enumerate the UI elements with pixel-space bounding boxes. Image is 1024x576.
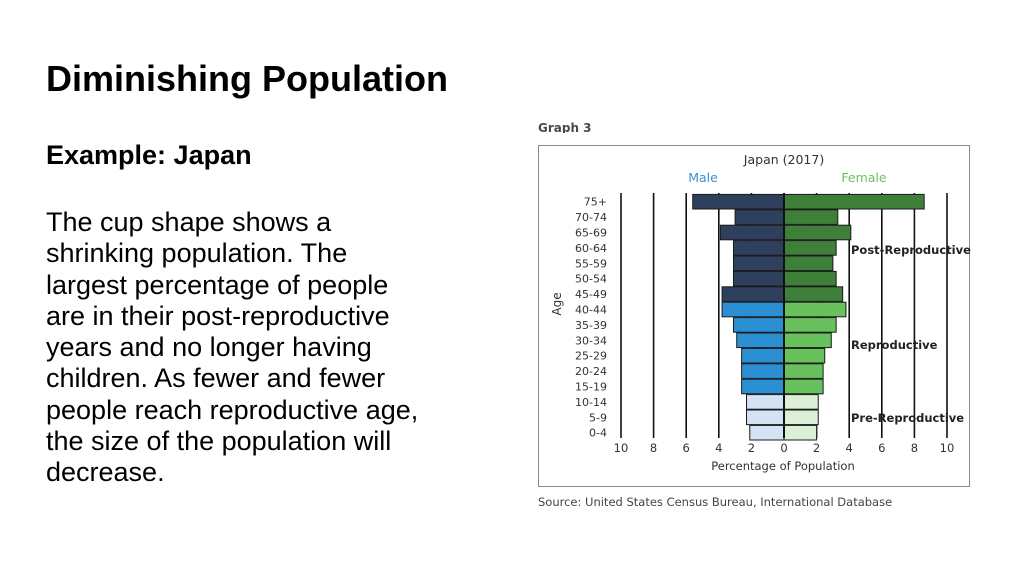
age-tick-label: 60-64 (575, 242, 607, 255)
legend-female-label: Female (841, 170, 887, 185)
body-line: decrease. (46, 457, 165, 488)
male-bar (741, 363, 785, 379)
age-tick-label: 5-9 (589, 411, 607, 424)
female-bar (783, 255, 834, 272)
age-tick-label: 70-74 (575, 211, 607, 224)
body-line: shrinking population. The (46, 238, 348, 269)
female-bar (783, 224, 852, 241)
body-line: largest percentage of people (46, 269, 389, 300)
female-bar (783, 301, 847, 318)
female-bar (783, 332, 832, 349)
x-tick-label: 2 (748, 441, 755, 455)
age-tick-label: 45-49 (575, 288, 607, 301)
male-bar (719, 224, 785, 241)
x-tick-label: 8 (650, 441, 657, 455)
male-bar (736, 332, 785, 349)
age-tick-label: 10-14 (575, 396, 607, 409)
female-bar (783, 240, 837, 256)
male-bar (732, 317, 785, 333)
slide-title: Diminishing Population (46, 58, 448, 99)
age-tick-label: 30-34 (575, 334, 607, 347)
x-tick-label: 0 (780, 441, 787, 455)
legend-male-label: Male (688, 170, 718, 185)
male-bar (732, 240, 785, 256)
age-tick-label: 20-24 (575, 365, 607, 378)
body-line: are in their post-reproductive (46, 300, 390, 331)
x-tick-label: 4 (846, 441, 853, 455)
age-tick-label: 0-4 (589, 427, 607, 440)
stage-label: Pre-Reproductive (851, 411, 964, 425)
female-bar (783, 378, 824, 395)
x-tick-label: 6 (878, 441, 885, 455)
female-bar (783, 270, 837, 287)
x-tick-label: 8 (911, 441, 918, 455)
age-tick-label: 40-44 (575, 304, 607, 317)
age-tick-label: 55-59 (575, 257, 607, 270)
age-tick-label: 35-39 (575, 319, 607, 332)
body-line: the size of the population will (46, 426, 392, 457)
x-tick-label: 2 (813, 441, 820, 455)
male-bar (732, 270, 785, 287)
slide-body-text: The cup shape shows a shrinking populati… (46, 207, 496, 489)
age-tick-label: 15-19 (575, 381, 607, 394)
slide-subtitle: Example: Japan (46, 140, 252, 170)
male-bar (749, 424, 785, 441)
x-tick-label: 10 (614, 441, 629, 455)
x-tick-label: 10 (940, 441, 955, 455)
male-bar (734, 209, 785, 225)
x-axis-label: Percentage of Population (711, 459, 855, 473)
age-tick-label: 50-54 (575, 273, 607, 286)
body-line: people reach reproductive age, (46, 394, 419, 425)
female-bar (783, 347, 826, 364)
stage-label: Post-Reproductive (851, 243, 971, 257)
age-tick-label: 75+ (584, 196, 607, 209)
age-tick-label: 65-69 (575, 227, 607, 240)
body-line: children. As fewer and fewer (46, 363, 386, 394)
male-bar (741, 378, 785, 395)
male-bar (746, 409, 785, 426)
body-line: years and no longer having (46, 332, 372, 363)
female-bar (783, 394, 819, 410)
male-bar (721, 286, 785, 302)
male-bar (692, 193, 785, 210)
female-bar (783, 409, 819, 426)
x-tick-label: 6 (683, 441, 690, 455)
male-bar (746, 394, 785, 410)
graph-caption: Graph 3 (538, 121, 592, 133)
chart-title: Japan (2017) (743, 152, 824, 167)
chart-frame (538, 145, 970, 487)
female-bar (783, 286, 844, 302)
female-bar (783, 363, 824, 379)
male-bar (732, 255, 785, 272)
female-bar (783, 193, 925, 210)
stage-label: Reproductive (851, 338, 938, 352)
y-axis-label: Age (550, 292, 564, 315)
male-bar (741, 347, 785, 364)
female-bar (783, 424, 818, 441)
x-tick-label: 4 (715, 441, 722, 455)
female-bar (783, 209, 839, 225)
body-line: The cup shape shows a (46, 207, 332, 237)
age-tick-label: 25-29 (575, 350, 607, 363)
male-bar (721, 301, 785, 318)
source-caption: Source: United States Census Bureau, Int… (538, 495, 893, 509)
female-bar (783, 317, 837, 333)
